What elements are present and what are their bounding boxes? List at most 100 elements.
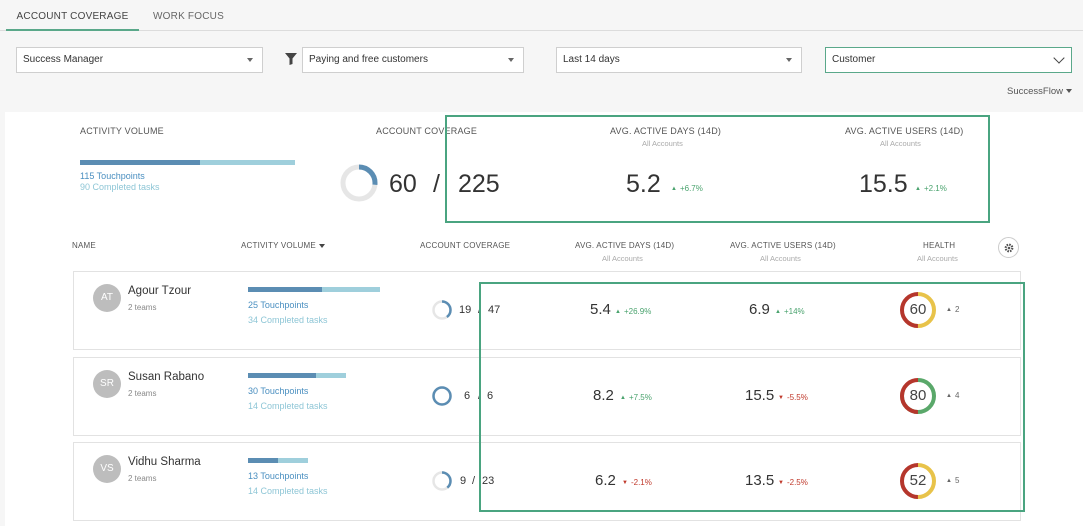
- row-active-days: 6.2: [595, 472, 616, 489]
- row-active-days-delta: -2.1%: [622, 478, 652, 487]
- row-health-delta: 5: [946, 476, 959, 485]
- coverage-donut-fill: [432, 471, 452, 491]
- row-activity-bar: [248, 287, 380, 292]
- row-active-days-delta: +26.9%: [615, 307, 651, 316]
- avg-active-days-label: AVG. ACTIVE DAYS (14D): [610, 126, 722, 136]
- caret-down-icon: [786, 58, 792, 62]
- successflow-label: SuccessFlow: [1007, 86, 1063, 97]
- col-account-coverage[interactable]: ACCOUNT COVERAGE: [420, 241, 511, 250]
- row-activity-bar: [248, 373, 346, 378]
- summary-touchpoints[interactable]: 115 Touchpoints: [80, 171, 145, 181]
- success-manager-value: Success Manager: [23, 54, 104, 65]
- col-health[interactable]: HEALTH: [923, 241, 956, 250]
- row-coverage-donut: [432, 300, 452, 320]
- avatar: AT: [93, 284, 121, 312]
- col-active-days-sub: All Accounts: [602, 254, 643, 263]
- level-select[interactable]: Customer: [825, 47, 1072, 73]
- filter-icon[interactable]: [285, 53, 297, 65]
- period-select[interactable]: Last 14 days: [556, 47, 802, 73]
- level-value: Customer: [832, 54, 876, 65]
- account-coverage-label: ACCOUNT COVERAGE: [376, 126, 478, 136]
- row-name[interactable]: Susan Rabano: [128, 371, 205, 383]
- row-health-value: 80: [909, 387, 927, 404]
- summary-active-days-value: 5.2: [626, 170, 661, 198]
- row-health-delta: 2: [946, 305, 959, 314]
- row-health-donut: [900, 463, 936, 499]
- summary-highlight-box: [445, 115, 990, 223]
- tab-work-focus[interactable]: WORK FOCUS: [153, 11, 224, 22]
- settings-gear-icon[interactable]: [998, 237, 1019, 258]
- col-active-days[interactable]: AVG. ACTIVE DAYS (14D): [575, 241, 675, 250]
- row-health-donut: [900, 292, 936, 328]
- row-health-value: 52: [909, 472, 927, 489]
- caret-down-icon: [1066, 89, 1072, 94]
- row-name[interactable]: Agour Tzour: [128, 285, 192, 297]
- table-row[interactable]: VS Vidhu Sharma 2 teams 13 Touchpoints 1…: [73, 442, 1021, 521]
- health-donut-remainder: [900, 292, 936, 328]
- col-active-users-sub: All Accounts: [760, 254, 801, 263]
- row-completed-tasks[interactable]: 14 Completed tasks: [248, 401, 328, 411]
- customers-select[interactable]: Paying and free customers: [302, 47, 524, 73]
- row-teams: 2 teams: [128, 303, 157, 312]
- row-active-users-delta: -5.5%: [778, 393, 808, 402]
- coverage-donut-fill: [432, 300, 452, 320]
- avg-active-days-sub: All Accounts: [642, 139, 683, 148]
- row-active-days: 5.4: [590, 301, 611, 318]
- table-row[interactable]: AT Agour Tzour 2 teams 25 Touchpoints 34…: [73, 271, 1021, 350]
- chevron-down-icon: [1053, 52, 1065, 64]
- filter-bar: Success Manager Paying and free customer…: [0, 32, 1083, 112]
- col-activity-volume-label: ACTIVITY VOLUME: [241, 241, 316, 250]
- row-coverage-total: 6: [487, 390, 494, 402]
- row-coverage-value: 6: [464, 390, 471, 402]
- summary-active-users-delta: +2.1%: [915, 184, 947, 193]
- row-touchpoints[interactable]: 25 Touchpoints: [248, 300, 309, 310]
- sort-down-icon: [318, 243, 325, 248]
- col-health-sub: All Accounts: [917, 254, 958, 263]
- period-value: Last 14 days: [563, 54, 620, 65]
- success-manager-select[interactable]: Success Manager: [16, 47, 263, 73]
- activity-volume-label: ACTIVITY VOLUME: [80, 126, 164, 136]
- summary-coverage-slash: /: [433, 170, 440, 198]
- gear-icon: [1004, 243, 1014, 253]
- col-activity-volume[interactable]: ACTIVITY VOLUME: [241, 241, 325, 250]
- activity-volume-bar: [80, 160, 295, 165]
- summary-coverage-value: 60: [389, 170, 417, 198]
- row-coverage-donut: [432, 386, 452, 406]
- row-touchpoints[interactable]: 13 Touchpoints: [248, 471, 309, 481]
- tab-account-coverage[interactable]: ACCOUNT COVERAGE: [6, 0, 139, 31]
- avg-active-users-label: AVG. ACTIVE USERS (14D): [845, 126, 964, 136]
- coverage-donut: [340, 164, 378, 202]
- row-health-delta: 4: [946, 391, 959, 400]
- row-teams: 2 teams: [128, 474, 157, 483]
- row-completed-tasks[interactable]: 34 Completed tasks: [248, 315, 328, 325]
- summary-completed-tasks[interactable]: 90 Completed tasks: [80, 182, 160, 192]
- row-activity-bar-fill: [248, 458, 278, 463]
- row-active-users-delta: -2.5%: [778, 478, 808, 487]
- successflow-dropdown[interactable]: SuccessFlow: [1007, 86, 1072, 97]
- col-active-users[interactable]: AVG. ACTIVE USERS (14D): [730, 241, 836, 250]
- row-coverage-slash: /: [472, 475, 476, 487]
- row-active-users: 15.5: [745, 387, 775, 404]
- row-active-days: 8.2: [593, 387, 614, 404]
- row-health-value: 60: [909, 301, 927, 318]
- row-coverage-total: 47: [488, 304, 501, 316]
- row-teams: 2 teams: [128, 389, 157, 398]
- caret-down-icon: [247, 58, 253, 62]
- main-panel: ACTIVITY VOLUME 115 Touchpoints 90 Compl…: [5, 112, 1083, 526]
- rows-highlight-box: [479, 282, 1025, 512]
- row-coverage-total: 23: [482, 475, 495, 487]
- coverage-donut-fill: [432, 386, 452, 406]
- row-active-users: 6.9: [749, 301, 770, 318]
- summary-active-days-delta: +6.7%: [671, 184, 703, 193]
- avatar: SR: [93, 370, 121, 398]
- avg-active-users-sub: All Accounts: [880, 139, 921, 148]
- customers-value: Paying and free customers: [309, 54, 428, 65]
- coverage-donut-fill: [340, 164, 378, 202]
- summary-coverage-total: 225: [458, 170, 500, 198]
- row-name[interactable]: Vidhu Sharma: [128, 456, 201, 468]
- table-row[interactable]: SR Susan Rabano 2 teams 30 Touchpoints 1…: [73, 357, 1021, 436]
- row-active-users-delta: +14%: [775, 307, 805, 316]
- row-touchpoints[interactable]: 30 Touchpoints: [248, 386, 309, 396]
- col-name[interactable]: NAME: [72, 241, 96, 250]
- row-completed-tasks[interactable]: 14 Completed tasks: [248, 486, 328, 496]
